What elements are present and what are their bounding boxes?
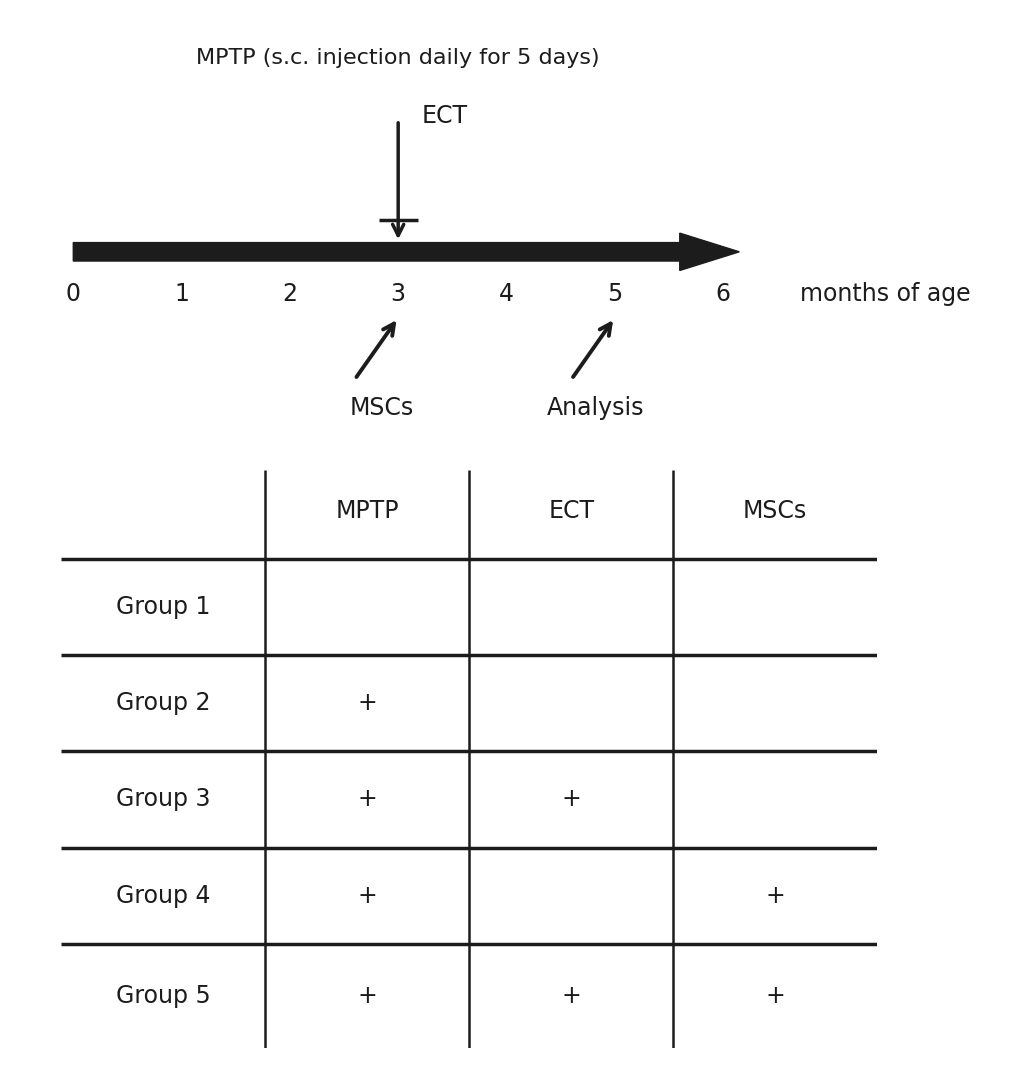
Text: +: +	[357, 983, 377, 1008]
Text: Group 4: Group 4	[116, 884, 210, 908]
Text: 1: 1	[174, 281, 189, 306]
Text: 2: 2	[282, 281, 298, 306]
Text: MSCs: MSCs	[350, 396, 414, 420]
Text: Group 3: Group 3	[116, 788, 210, 811]
Text: +: +	[560, 788, 581, 811]
FancyArrow shape	[73, 233, 739, 270]
Text: 3: 3	[390, 281, 406, 306]
Text: +: +	[764, 884, 785, 908]
Text: +: +	[560, 983, 581, 1008]
Text: MSCs: MSCs	[743, 499, 806, 523]
Text: +: +	[764, 983, 785, 1008]
Text: +: +	[357, 884, 377, 908]
Text: +: +	[357, 692, 377, 715]
Text: Group 1: Group 1	[116, 595, 210, 619]
Text: months of age: months of age	[800, 281, 970, 306]
Text: Group 5: Group 5	[116, 983, 210, 1008]
Text: Analysis: Analysis	[546, 396, 643, 420]
Text: MPTP: MPTP	[335, 499, 398, 523]
Text: +: +	[357, 788, 377, 811]
Text: 5: 5	[606, 281, 622, 306]
Text: 4: 4	[498, 281, 514, 306]
Text: Group 2: Group 2	[116, 692, 210, 715]
Text: ECT: ECT	[422, 104, 468, 127]
Text: MPTP (s.c. injection daily for 5 days): MPTP (s.c. injection daily for 5 days)	[197, 48, 599, 68]
Text: 6: 6	[715, 281, 730, 306]
Text: 0: 0	[65, 281, 81, 306]
Text: ECT: ECT	[547, 499, 594, 523]
